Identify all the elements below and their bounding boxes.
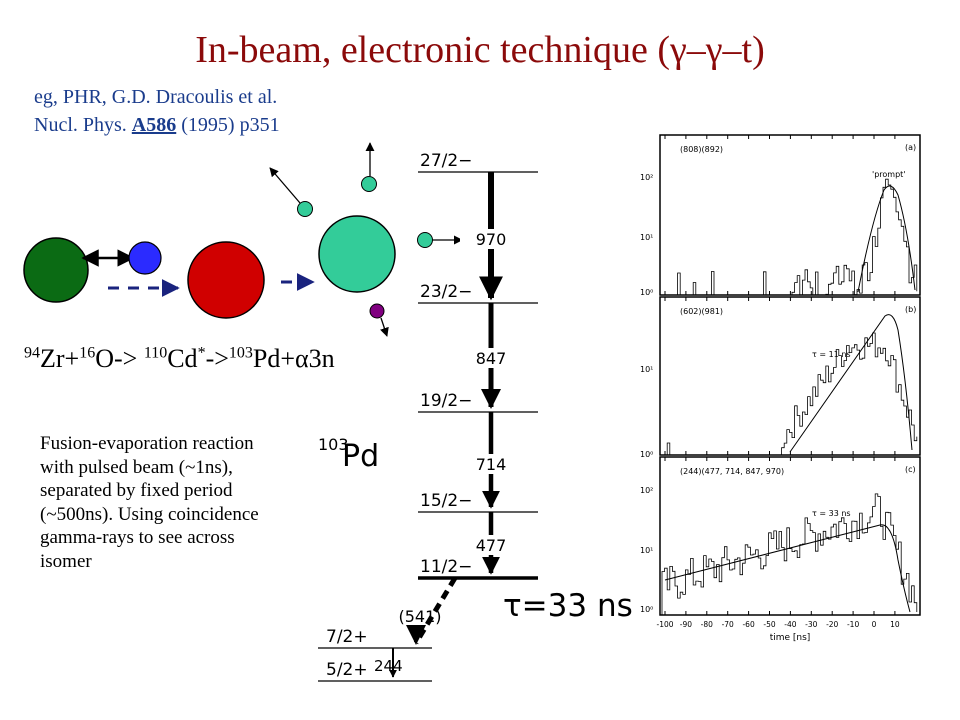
y-tick-label: 10²: [640, 486, 653, 495]
panel-gate-label: (602)(981): [680, 307, 723, 316]
energy-label-bg: [472, 348, 510, 368]
gamma-energy-label: 714: [476, 455, 507, 474]
x-tick-label: 0: [872, 620, 877, 629]
reference-line-1: eg, PHR, G.D. Dracoulis et al.: [34, 86, 278, 108]
y-tick-label: 10⁰: [640, 605, 653, 614]
y-tick-label: 10²: [640, 173, 653, 182]
x-tick-label: -10: [847, 620, 859, 629]
gamma-transition-arrow-dashed: [406, 576, 458, 645]
energy-label-bg: [472, 535, 510, 555]
slide-title: In-beam, electronic technique (γ–γ–t): [195, 29, 765, 71]
x-tick-label: -60: [742, 620, 754, 629]
level-spin-label: 27/2−: [420, 151, 472, 171]
panel-annotation: τ = 33 ns: [812, 509, 851, 518]
x-tick-label: -30: [805, 620, 817, 629]
level-scheme: 103 Pd 27/2− 23/2− 19/2− 15/2− 11/2− 7/2…: [318, 151, 633, 682]
reference-pages: (1995) p351: [181, 114, 280, 136]
gamma-energy-label: 244: [374, 657, 403, 675]
level-spin-label: 19/2−: [420, 391, 472, 411]
residual-nucleus-ball: [318, 215, 396, 293]
x-tick-label: -20: [826, 620, 838, 629]
panel-tag: (b): [905, 305, 916, 314]
panel-annotation: τ = 11 ns: [812, 350, 851, 359]
spectrum-histogram: [662, 178, 918, 296]
spectrum-fit-curve: [789, 314, 913, 453]
level-spin-label: 23/2−: [420, 282, 472, 302]
target-nucleus-ball: [23, 237, 89, 303]
y-tick-label: 10¹: [640, 233, 653, 242]
spectrum-fit-curve: [664, 524, 911, 613]
nucleus-label-symbol: Pd: [342, 439, 379, 474]
gamma-energy-label: 477: [476, 536, 507, 555]
spectrum-fit-curve: [857, 185, 916, 293]
alpha-particle-ball: [369, 303, 385, 319]
reaction-equation: 94Zr+16O-> 110Cd*->103Pd+α3n: [24, 344, 335, 373]
x-tick-label: -50: [763, 620, 775, 629]
panel-annotation: 'prompt': [872, 170, 906, 179]
level-spin-label: 5/2+: [326, 660, 368, 680]
reference-volume-link[interactable]: A586: [131, 114, 177, 136]
x-tick-label: 10: [890, 620, 900, 629]
level-spin-label: 15/2−: [420, 491, 472, 511]
reaction-diagram: [23, 142, 460, 337]
panel-gate-label: (808)(892): [680, 145, 723, 154]
y-tick-label: 10¹: [640, 546, 653, 555]
spectra-frame: [659, 134, 921, 616]
beam-nucleus-ball: [128, 241, 162, 275]
gamma-energy-label: 970: [476, 230, 507, 249]
compound-nucleus-ball: [187, 241, 265, 319]
evaporated-neutron-ball-3: [417, 232, 433, 248]
y-tick-label: 10¹: [640, 365, 653, 374]
energy-label-bg: [472, 454, 510, 474]
emission-arrow-1: [269, 167, 301, 204]
nucleus-label-mass: 103: [318, 435, 349, 454]
x-tick-label: -80: [701, 620, 713, 629]
gamma-energy-label: (541): [398, 607, 441, 626]
evaporated-neutron-ball-1: [297, 201, 313, 217]
y-tick-label: 10⁰: [640, 450, 653, 459]
time-spectra-figure: -100 -90 -80 -70 -60 -50 -40 -30 -20 -10 0 10 (808)…: [640, 134, 921, 643]
spectrum-histogram: [662, 332, 918, 456]
description-text: Fusion-evaporation reaction with pulsed …: [40, 433, 259, 572]
isomer-lifetime-label: τ=33 ns: [503, 588, 633, 624]
x-axis-label: time [ns]: [770, 633, 811, 643]
x-tick-label: -90: [680, 620, 692, 629]
spectrum-histogram: [661, 493, 918, 615]
x-tick-label: -100: [656, 620, 673, 629]
energy-label-bg: [472, 229, 510, 249]
x-tick-label: -70: [722, 620, 734, 629]
gamma-energy-label: 847: [476, 349, 507, 368]
level-spin-label: 7/2+: [326, 627, 368, 647]
panel-gate-label: (244)(477, 714, 847, 970): [680, 467, 784, 476]
panel-tag: (a): [905, 143, 916, 152]
reference-line-2: Nucl. Phys. A586 (1995) p351: [34, 114, 280, 137]
evaporated-neutron-ball-2: [361, 176, 377, 192]
reference-journal: Nucl. Phys.: [34, 114, 127, 136]
emission-arrow-4: [380, 317, 389, 337]
y-tick-label: 10⁰: [640, 288, 653, 297]
level-spin-label: 11/2−: [420, 557, 472, 577]
panel-tag: (c): [905, 465, 916, 474]
x-tick-label: -40: [784, 620, 796, 629]
